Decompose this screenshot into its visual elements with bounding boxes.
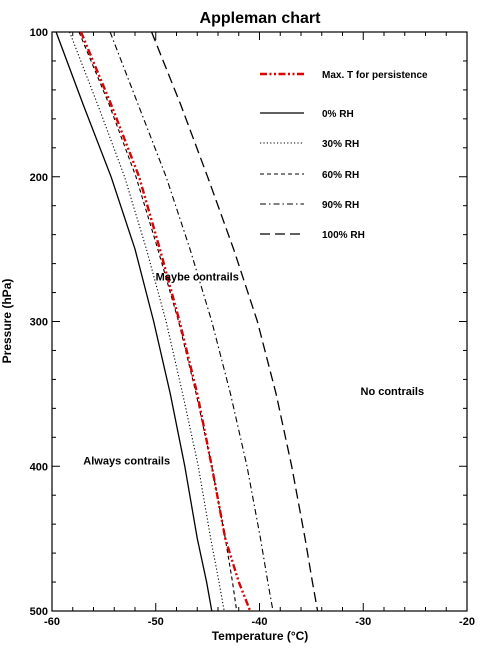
x-tick-label: -60 [44, 616, 60, 628]
legend: Max. T for persistence 0% RH 30% RH 60% RH 9… [260, 70, 428, 241]
plot-area: -60 -50 -40 -30 -20 100 200 300 400 500 [30, 27, 475, 628]
x-tick-label: -40 [252, 616, 268, 628]
y-tick-label: 200 [30, 172, 48, 184]
y-tick-label: 400 [30, 461, 48, 473]
x-tick-label: -30 [355, 616, 371, 628]
series-line [79, 31, 252, 612]
x-axis-label: Temperature (°C) [212, 629, 309, 643]
legend-label: 100% RH [322, 230, 365, 241]
y-axis-label: Pressure (hPa) [0, 279, 14, 364]
legend-label: 30% RH [322, 139, 359, 150]
region-annotation: Always contrails [83, 455, 170, 467]
region-annotation: Maybe contrails [156, 272, 239, 284]
series-line [55, 31, 213, 612]
chart-title: Appleman chart [200, 10, 322, 27]
series-line [150, 31, 319, 612]
series-line [69, 31, 225, 612]
region-annotation: No contrails [361, 386, 425, 398]
annotations: Maybe contrails No contrails Always contra… [83, 272, 424, 468]
series-line [109, 31, 274, 612]
x-tick-label: -50 [148, 616, 164, 628]
legend-label: Max. T for persistence [322, 70, 428, 81]
y-tick-label: 500 [30, 606, 48, 618]
y-tick-label: 100 [30, 27, 48, 39]
legend-label: 90% RH [322, 200, 359, 211]
y-tick-label: 300 [30, 317, 48, 329]
legend-label: 0% RH [322, 109, 354, 120]
legend-label: 60% RH [322, 170, 359, 181]
x-tick-label: -20 [459, 616, 475, 628]
